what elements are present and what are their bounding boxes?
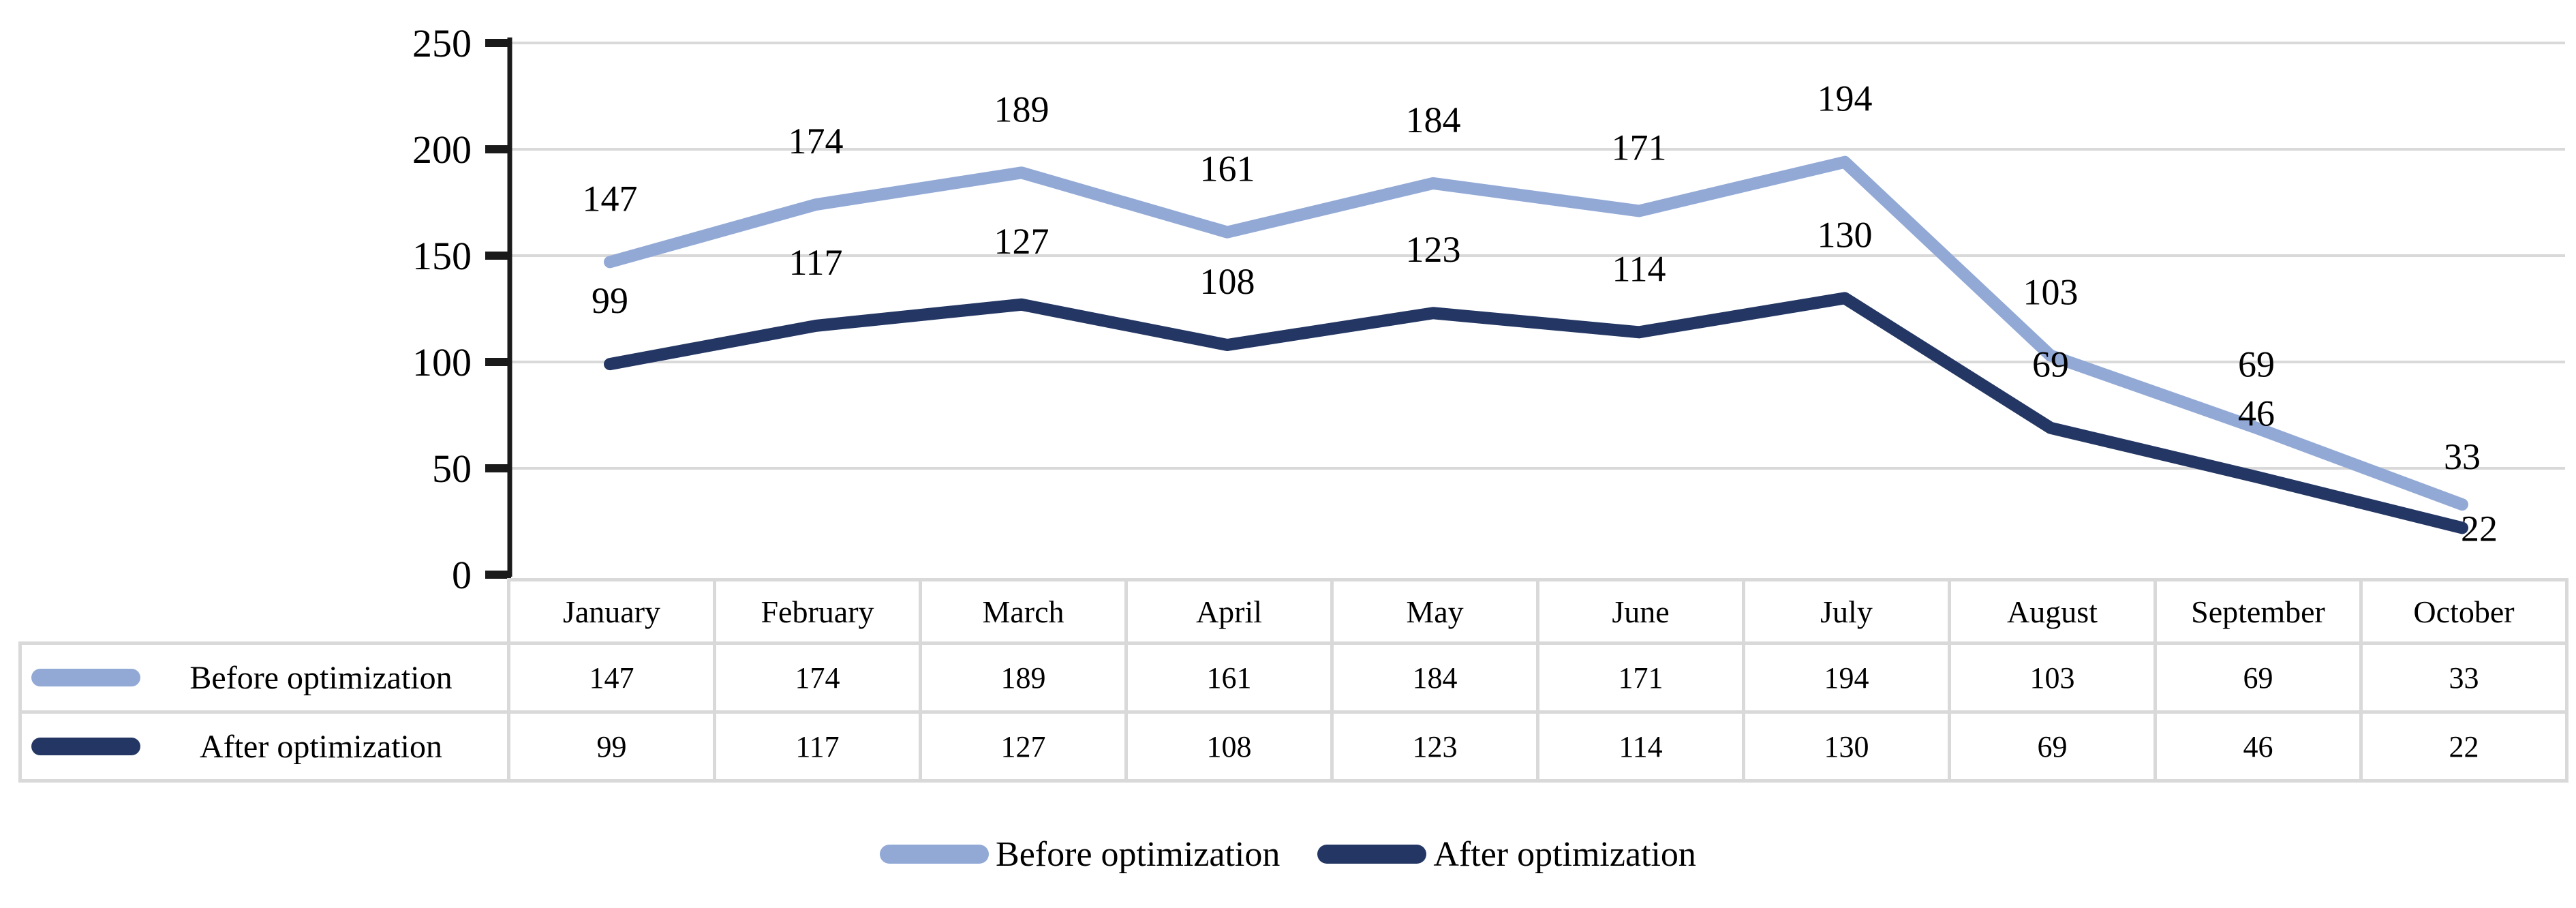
data-label-before-optimization-5: 171 <box>1612 127 1667 168</box>
chart-data-table: January February March April May June July Augu… <box>18 578 2569 783</box>
month-header-february: February <box>713 578 922 645</box>
data-label-after-optimization-2: 127 <box>994 221 1049 262</box>
legend-swatch-after-optimization-icon <box>1317 845 1427 864</box>
value-cell-before-optimization-july: 194 <box>1742 641 1951 714</box>
y-axis-tick-label-0: 0 <box>452 553 472 597</box>
data-label-before-optimization-4: 184 <box>1406 100 1461 140</box>
y-axis-tick-label-150: 150 <box>412 234 472 278</box>
data-label-after-optimization-0: 99 <box>592 280 628 321</box>
data-label-before-optimization-1: 174 <box>788 121 844 162</box>
series-before-optimization: 147 174 189 161 184 171 194 103 69 33 <box>583 78 2481 511</box>
data-label-before-optimization-0: 147 <box>583 178 638 219</box>
value-cell-before-optimization-february: 174 <box>713 641 922 714</box>
row-label-cell-before-optimization: Before optimization <box>18 641 510 714</box>
month-header-april: April <box>1124 578 1334 645</box>
series-line-after-optimization <box>604 292 2468 534</box>
y-axis-tick-label-250: 250 <box>412 21 472 65</box>
y-axis-tick-label-100: 100 <box>412 340 472 384</box>
month-header-september: September <box>2153 578 2363 645</box>
table-row-after-optimization: After optimization 99 117 127 108 123 114 130 69… <box>18 710 2569 783</box>
value-cell-before-optimization-august: 103 <box>1948 641 2157 714</box>
table-corner-cell <box>20 580 509 644</box>
value-cell-before-optimization-june: 171 <box>1536 641 1745 714</box>
legend-swatch-before-optimization-icon <box>880 845 990 864</box>
row-label-text-before-optimization: Before optimization <box>189 659 453 696</box>
value-cell-after-optimization-may: 123 <box>1330 710 1539 783</box>
data-label-after-optimization-1: 117 <box>789 242 843 283</box>
series-line-before-optimization <box>604 155 2468 511</box>
value-cell-after-optimization-august: 69 <box>1948 710 2157 783</box>
value-cell-after-optimization-march: 127 <box>919 710 1128 783</box>
data-label-after-optimization-6: 130 <box>1818 214 1873 255</box>
legend-item-after-optimization: After optimization <box>1317 834 1696 875</box>
data-label-before-optimization-8: 69 <box>2238 344 2275 385</box>
month-header-may: May <box>1330 578 1539 645</box>
value-cell-before-optimization-march: 189 <box>919 641 1128 714</box>
legend-label-before-optimization: Before optimization <box>996 834 1281 874</box>
value-cell-after-optimization-july: 130 <box>1742 710 1951 783</box>
data-label-before-optimization-7: 103 <box>2023 272 2079 313</box>
value-cell-after-optimization-february: 117 <box>713 710 922 783</box>
month-header-march: March <box>919 578 1128 645</box>
value-cell-before-optimization-january: 147 <box>507 641 716 714</box>
y-axis-tick-label-50: 50 <box>432 447 472 491</box>
data-label-after-optimization-7: 69 <box>2032 344 2069 385</box>
data-label-before-optimization-9: 33 <box>2444 436 2481 477</box>
data-label-before-optimization-3: 161 <box>1200 149 1255 190</box>
data-label-after-optimization-8: 46 <box>2238 393 2275 434</box>
table-row-before-optimization: Before optimization 147 174 189 161 184 171 194… <box>18 641 2569 714</box>
value-cell-after-optimization-january: 99 <box>507 710 716 783</box>
month-header-october: October <box>2359 578 2569 645</box>
legend-item-before-optimization: Before optimization <box>880 834 1280 875</box>
chart-legend: Before optimization After optimization <box>0 823 2576 885</box>
legend-label-after-optimization: After optimization <box>1433 834 1696 874</box>
value-cell-before-optimization-october: 33 <box>2359 641 2569 714</box>
value-cell-after-optimization-june: 114 <box>1536 710 1745 783</box>
row-label-cell-after-optimization: After optimization <box>18 710 510 783</box>
data-label-after-optimization-3: 108 <box>1200 261 1255 302</box>
value-cell-before-optimization-september: 69 <box>2153 641 2363 714</box>
value-cell-before-optimization-may: 184 <box>1330 641 1539 714</box>
series-after-optimization: 99 117 127 108 123 114 130 69 46 22 <box>592 214 2498 549</box>
month-header-august: August <box>1948 578 2157 645</box>
value-cell-before-optimization-april: 161 <box>1124 641 1334 714</box>
data-label-before-optimization-2: 189 <box>994 89 1049 130</box>
value-cell-after-optimization-april: 108 <box>1124 710 1334 783</box>
value-cell-after-optimization-october: 22 <box>2359 710 2569 783</box>
series-key-after-optimization-icon <box>31 738 140 755</box>
series-key-before-optimization-icon <box>31 669 140 686</box>
line-chart-canvas: 0 50 100 150 200 250 147 174 189 161 184 171 194 103 6… <box>412 21 2565 597</box>
y-axis: 0 50 100 150 200 250 <box>412 21 512 597</box>
data-label-after-optimization-9: 22 <box>2461 508 2498 549</box>
y-axis-tick-label-200: 200 <box>412 127 472 172</box>
data-label-after-optimization-4: 123 <box>1406 229 1461 270</box>
month-header-july: July <box>1742 578 1951 645</box>
row-label-text-after-optimization: After optimization <box>200 728 442 765</box>
data-label-before-optimization-6: 194 <box>1818 78 1873 119</box>
data-label-after-optimization-5: 114 <box>1612 248 1666 289</box>
month-header-june: June <box>1536 578 1745 645</box>
month-header-january: January <box>507 578 716 645</box>
table-header-row: January February March April May June July Augu… <box>20 578 2569 645</box>
value-cell-after-optimization-september: 46 <box>2153 710 2363 783</box>
